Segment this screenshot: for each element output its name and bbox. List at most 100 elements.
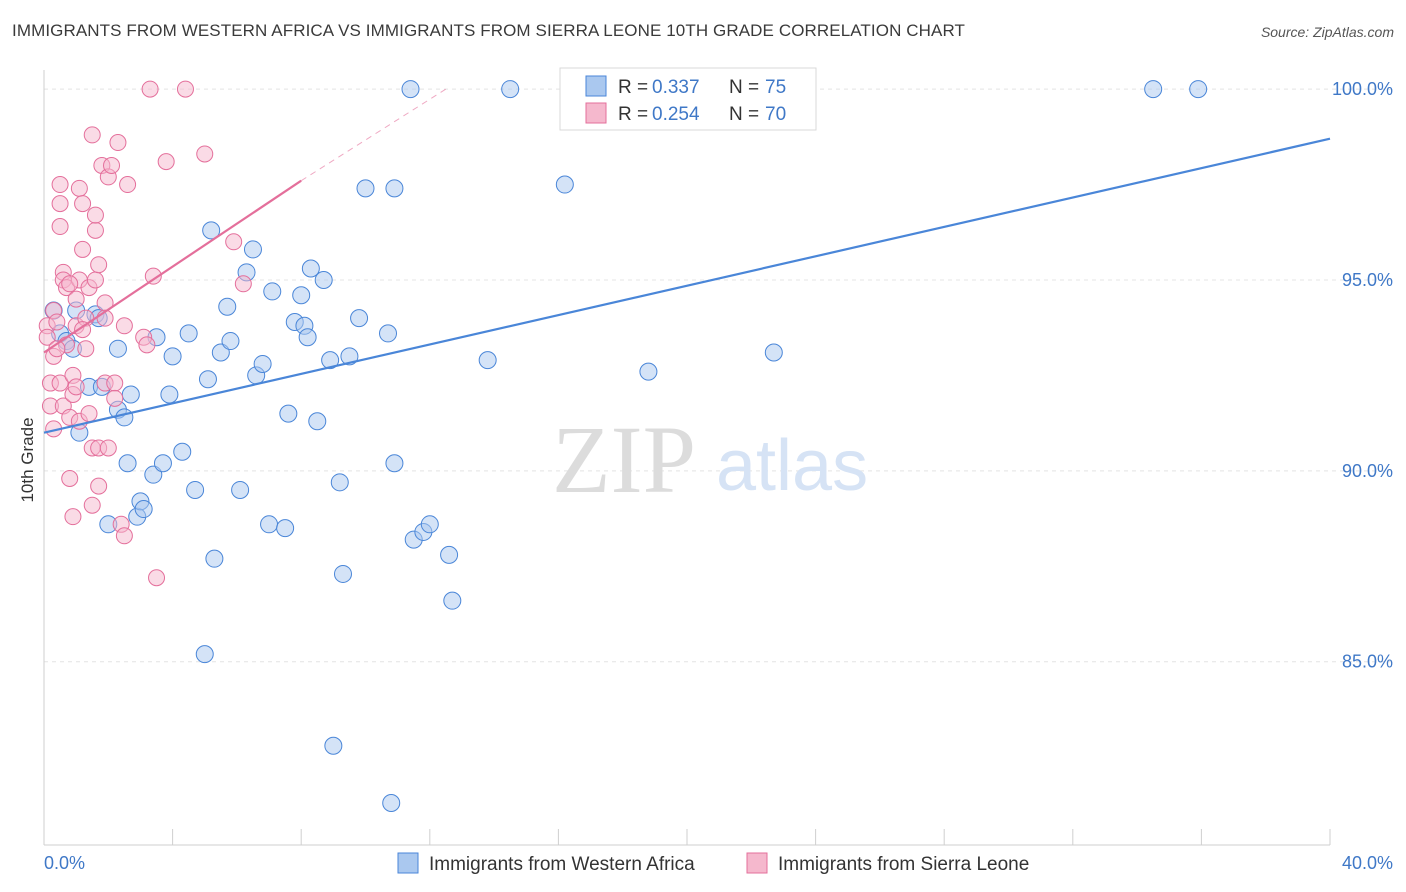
top-legend-blue-n-label: N =: [729, 77, 759, 98]
bottom-legend-blue-label: Immigrants from Western Africa: [429, 854, 695, 875]
data-point: [298, 328, 317, 347]
data-point: [176, 80, 194, 98]
data-point: [51, 176, 69, 194]
data-point: [401, 80, 420, 99]
top-legend-blue-n-value: 75: [765, 77, 786, 98]
data-point: [218, 297, 237, 316]
data-point: [83, 126, 101, 144]
data-point: [260, 515, 279, 534]
data-point: [48, 313, 66, 331]
data-point: [314, 270, 333, 289]
data-point: [234, 275, 252, 293]
top-legend-blue-r-label: R =: [618, 77, 648, 98]
top-legend-pink-n-value: 70: [765, 104, 786, 125]
trend-lines: [43, 88, 1331, 434]
data-point: [106, 389, 124, 407]
top-legend-pink-n-label: N =: [729, 104, 759, 125]
data-point: [108, 339, 127, 358]
trend-line-sierra-leone-extension: [300, 88, 447, 182]
top-legend-pink-r-value: 0.254: [652, 104, 700, 125]
bottom-legend-pink-label: Immigrants from Sierra Leone: [778, 854, 1029, 875]
data-point: [163, 347, 182, 366]
watermark: ZIP atlas: [552, 406, 868, 513]
y-tick-label: 100.0%: [1332, 79, 1393, 99]
data-point: [67, 290, 85, 308]
data-point: [103, 156, 121, 174]
source-label: Source: ZipAtlas.com: [1260, 24, 1394, 40]
data-point: [121, 385, 140, 404]
data-point: [196, 145, 214, 163]
data-point: [301, 259, 320, 278]
data-point: [385, 179, 404, 198]
data-point: [173, 442, 192, 461]
series-sierra-leone-points: [38, 80, 252, 587]
watermark-atlas: atlas: [716, 426, 868, 506]
top-legend: R = 0.337 N = 75 R = 0.254 N = 70: [559, 67, 817, 131]
data-point: [74, 195, 92, 213]
data-point: [379, 324, 398, 343]
top-legend-blue-r-value: 0.337: [652, 77, 700, 98]
data-point: [61, 275, 79, 293]
data-point: [382, 794, 401, 813]
data-point: [198, 370, 217, 389]
data-point: [340, 347, 359, 366]
data-point: [61, 469, 79, 487]
data-point: [202, 221, 221, 240]
data-point: [639, 362, 658, 381]
x-tick-label-min: 0.0%: [44, 853, 85, 873]
data-point: [253, 354, 272, 373]
axes: [43, 70, 1331, 846]
y-axis-label: 10th Grade: [18, 417, 37, 502]
data-point: [119, 176, 137, 194]
data-point: [64, 508, 82, 526]
top-legend-pink-swatch: [585, 102, 607, 124]
data-point: [764, 343, 783, 362]
y-tick-labels: 85.0% 90.0% 95.0% 100.0%: [1332, 79, 1393, 672]
data-point: [243, 240, 262, 259]
data-point: [186, 480, 205, 499]
data-point: [134, 500, 153, 519]
data-point: [276, 519, 295, 538]
data-point: [115, 317, 133, 335]
data-point: [231, 480, 250, 499]
data-point: [443, 591, 462, 610]
data-point: [1144, 80, 1163, 99]
data-point: [333, 564, 352, 583]
data-point: [148, 569, 166, 587]
y-tick-label: 85.0%: [1342, 652, 1393, 672]
data-point: [83, 496, 101, 514]
data-point: [153, 454, 172, 473]
data-point: [385, 454, 404, 473]
y-tick-label: 95.0%: [1342, 270, 1393, 290]
data-point: [106, 374, 124, 392]
data-point: [67, 378, 85, 396]
data-point: [321, 351, 340, 370]
data-point: [292, 286, 311, 305]
data-point: [80, 405, 98, 423]
data-point: [279, 404, 298, 423]
data-point: [70, 179, 88, 197]
data-point: [263, 282, 282, 301]
data-point: [157, 153, 175, 171]
trend-line-sierra-leone: [43, 179, 302, 354]
data-point: [356, 179, 375, 198]
data-point: [99, 439, 117, 457]
data-point: [555, 175, 574, 194]
data-point: [420, 515, 439, 534]
trend-line-western-africa: [43, 137, 1331, 434]
data-point: [324, 736, 343, 755]
data-point: [90, 256, 108, 274]
bottom-legend: Immigrants from Western Africa Immigrant…: [397, 852, 1029, 875]
data-point: [179, 324, 198, 343]
data-point: [74, 321, 92, 339]
data-point: [144, 267, 162, 285]
data-point: [74, 240, 92, 258]
data-point: [115, 527, 133, 545]
data-point: [86, 206, 104, 224]
grid-lines: [44, 88, 1394, 663]
bottom-legend-pink-swatch: [746, 852, 768, 874]
data-point: [109, 134, 127, 152]
data-point: [440, 545, 459, 564]
data-point: [1189, 80, 1208, 99]
